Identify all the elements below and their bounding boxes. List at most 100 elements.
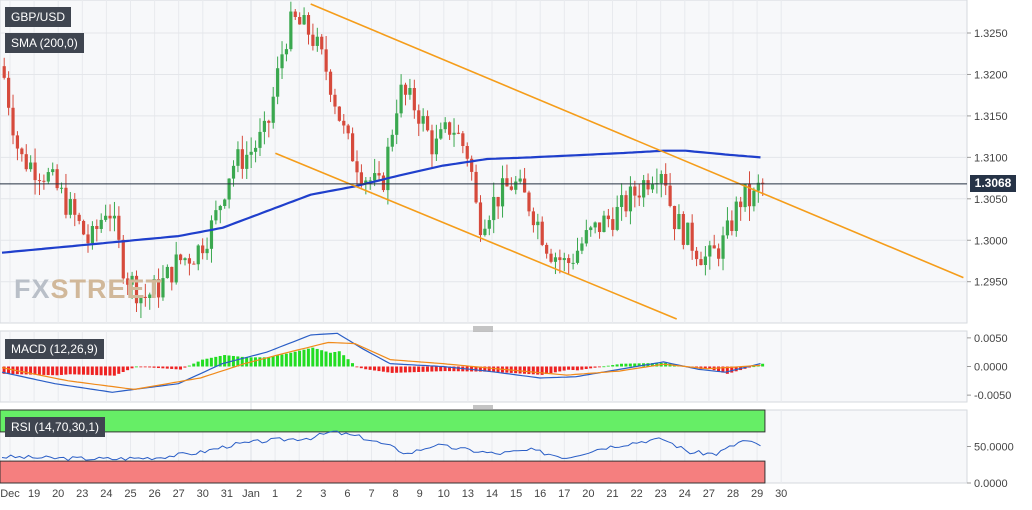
candle-body	[536, 221, 540, 226]
macd-hist-bar	[117, 366, 121, 374]
candle-body	[483, 228, 487, 236]
candle-body	[139, 296, 143, 304]
candle-body	[633, 186, 637, 196]
candle-body	[240, 149, 244, 169]
candle-body	[95, 226, 99, 229]
macd-hist-bar	[421, 366, 425, 372]
candle-body	[496, 196, 500, 207]
macd-hist-bar	[298, 350, 302, 367]
rsi-oversold-zone	[0, 460, 766, 484]
x-tick-label: 25	[124, 488, 136, 500]
macd-hist-bar	[717, 366, 721, 372]
macd-hist-bar	[615, 364, 619, 367]
macd-hist-bar	[104, 366, 108, 376]
x-tick-label: 21	[606, 488, 618, 500]
candle-body	[390, 134, 394, 147]
candle-body	[717, 248, 721, 259]
candle-body	[130, 275, 134, 285]
macd-hist-bar	[205, 358, 209, 367]
candle-body	[421, 116, 425, 124]
macd-hist-bar	[456, 366, 460, 372]
macd-hist-bar	[725, 366, 729, 374]
current-price-label: 1.3068	[970, 175, 1016, 193]
macd-hist-bar	[302, 349, 306, 367]
candle-body	[518, 178, 522, 182]
candle-body	[179, 254, 183, 261]
x-tick-label: 3	[320, 488, 326, 500]
candle-body	[575, 250, 580, 263]
candle-body	[218, 205, 222, 211]
candle-body	[29, 162, 33, 170]
macd-hist-bar	[64, 366, 68, 375]
macd-hist-bar	[262, 357, 266, 367]
macd-hist-bar	[628, 363, 632, 367]
x-tick-label: 16	[534, 488, 546, 500]
x-tick-label: 24	[100, 488, 112, 500]
macd-hist-bar	[637, 363, 641, 367]
candle-body	[276, 68, 280, 97]
candle-body	[584, 230, 588, 244]
candle-body	[298, 17, 302, 25]
candle-body	[377, 173, 381, 176]
candle-body	[425, 116, 430, 131]
macd-hist-bar	[425, 366, 429, 372]
candle-body	[112, 215, 117, 219]
macd-hist-bar	[311, 347, 315, 367]
candle-body	[659, 173, 663, 184]
macd-hist-bar	[2, 366, 6, 374]
macd-hist-bar	[139, 366, 143, 368]
candle-body	[231, 165, 236, 179]
candle-body	[209, 220, 214, 249]
candle-body	[320, 36, 324, 50]
macd-hist-bar	[439, 366, 443, 372]
macd-hist-bar	[196, 361, 200, 367]
macd-hist-bar	[540, 366, 544, 375]
candle-body	[337, 106, 341, 121]
candle-body	[470, 158, 474, 172]
price-pane	[0, 0, 968, 324]
candle-body	[611, 219, 615, 230]
macd-hist-bar	[46, 366, 50, 376]
candle-body	[117, 215, 121, 240]
macd-hist-bar	[68, 366, 72, 375]
candle-body	[571, 262, 575, 264]
candle-body	[328, 71, 333, 95]
macd-hist-bar	[284, 353, 288, 367]
macd-hist-bar	[328, 352, 332, 367]
candle-body	[699, 259, 703, 266]
candle-body	[686, 222, 690, 245]
candle-body	[527, 192, 531, 212]
candle-body	[443, 122, 447, 130]
candle-body	[761, 182, 765, 184]
macd-hist-bar	[373, 366, 377, 371]
candle-body	[161, 278, 165, 298]
candle-body	[245, 154, 249, 169]
macd-hist-bar	[81, 366, 85, 375]
macd-hist-bar	[24, 366, 28, 375]
macd-hist-bar	[253, 357, 257, 367]
macd-hist-bar	[59, 366, 63, 375]
x-tick-label: 8	[393, 488, 399, 500]
candle-body	[439, 129, 443, 139]
candle-body	[77, 214, 81, 221]
macd-hist-bar	[77, 366, 81, 375]
macd-hist-bar	[187, 365, 191, 367]
x-tick-label: 30	[197, 488, 209, 500]
macd-hist-bar	[443, 366, 447, 372]
macd-hist-bar	[245, 357, 249, 367]
candle-body	[280, 54, 284, 69]
candle-body	[553, 257, 558, 262]
candle-body	[59, 187, 64, 189]
candle-body	[478, 202, 483, 236]
candle-body	[205, 248, 209, 254]
candle-body	[730, 220, 734, 232]
x-tick-label: 6	[344, 488, 350, 500]
rsi-line	[1, 430, 761, 461]
candle-body	[7, 77, 11, 108]
macd-hist-bar	[148, 366, 152, 368]
candle-body	[24, 154, 28, 170]
candle-body	[271, 96, 275, 123]
candle-body	[148, 294, 152, 298]
macd-hist-bar	[320, 350, 324, 367]
